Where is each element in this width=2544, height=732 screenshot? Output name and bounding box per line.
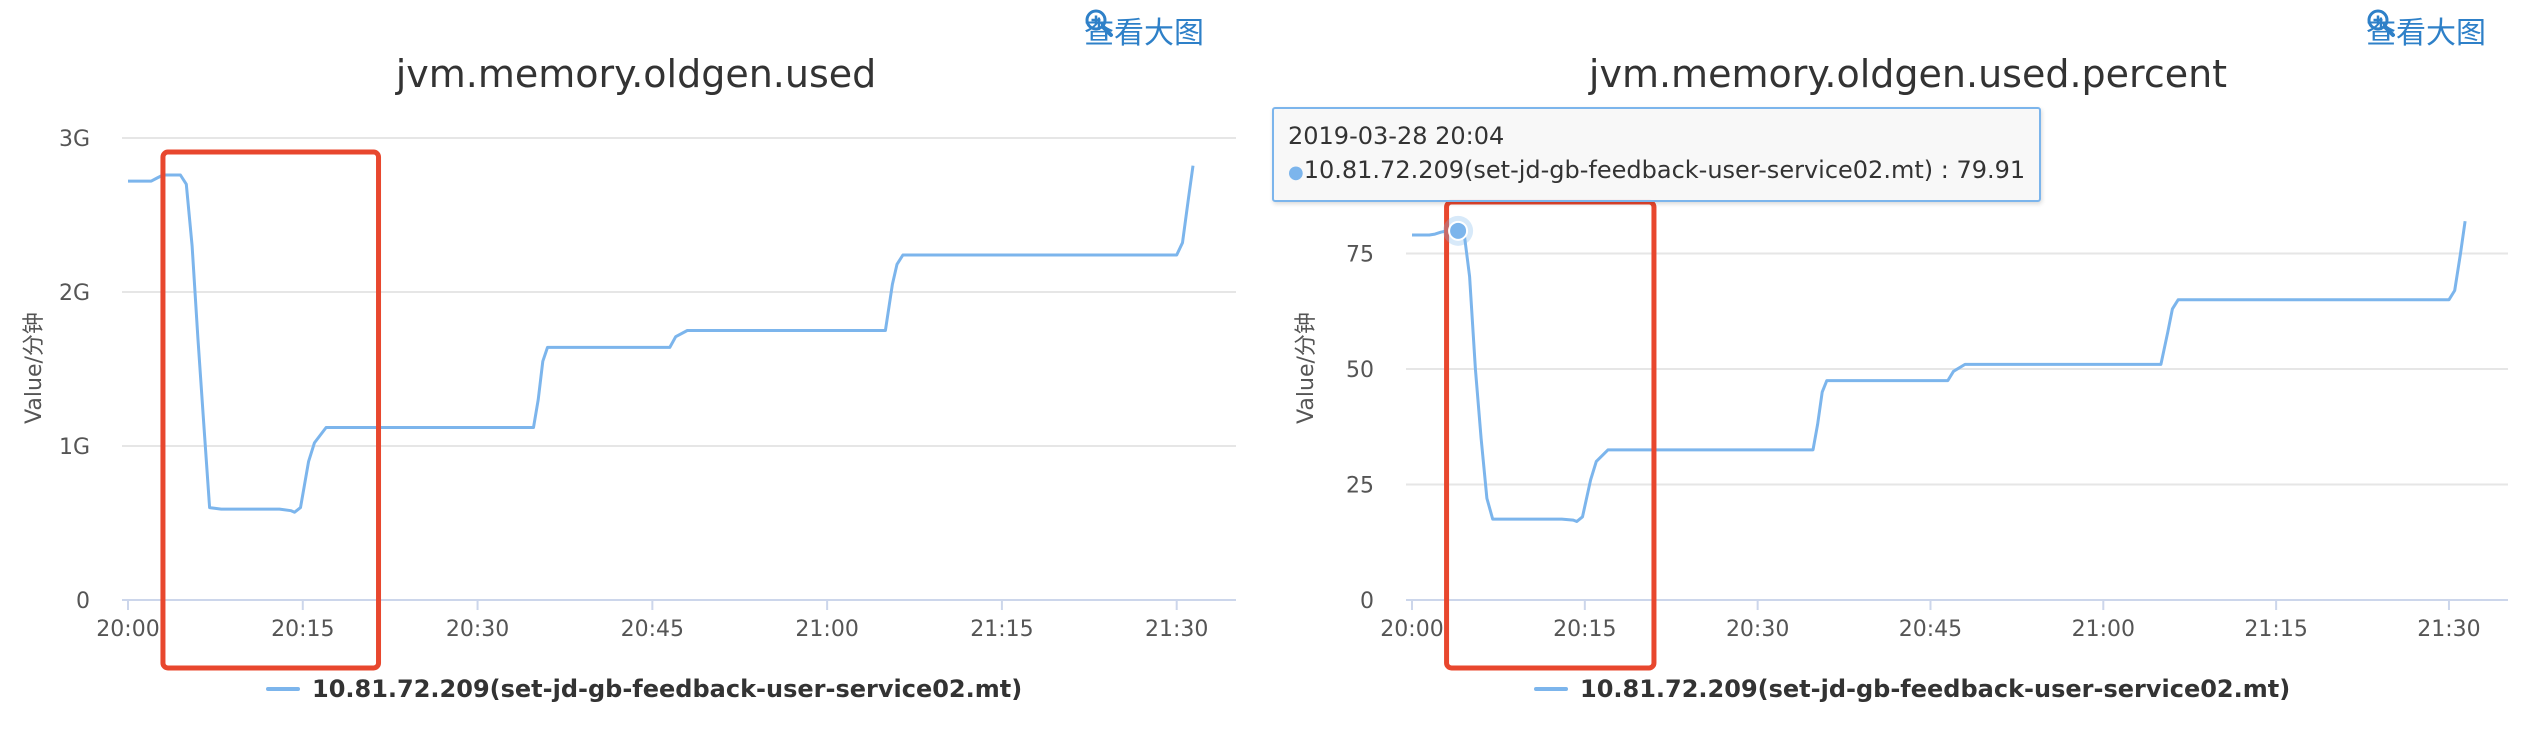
y-tick-label: 0 xyxy=(76,589,90,614)
legend-label: 10.81.72.209(set-jd-gb-feedback-user-ser… xyxy=(312,675,1023,703)
series-line xyxy=(128,165,1195,514)
legend-item[interactable]: 10.81.72.209(set-jd-gb-feedback-user-ser… xyxy=(266,675,1022,703)
x-tick-label: 20:45 xyxy=(621,617,684,642)
hover-marker xyxy=(1448,220,1469,241)
x-tick-label: 20:15 xyxy=(1553,617,1616,642)
y-tick-label: 3G xyxy=(59,127,90,152)
highlight-box xyxy=(160,149,382,671)
x-tick-label: 21:30 xyxy=(1145,617,1208,642)
y-tick-label: 75 xyxy=(1346,243,1374,268)
chart-title: jvm.memory.oldgen.used.percent xyxy=(1588,52,2228,96)
view-large-button[interactable]: 查看大图 xyxy=(1084,8,1204,52)
y-tick-label: 25 xyxy=(1346,474,1374,499)
x-tick-label: 21:00 xyxy=(2072,617,2135,642)
x-tick-label: 20:15 xyxy=(271,617,334,642)
series-line xyxy=(1412,220,2467,523)
highlight-box xyxy=(1444,199,1657,671)
y-tick-label: 0 xyxy=(1360,589,1374,614)
zoom-in-icon xyxy=(1085,9,1113,37)
x-tick-label: 20:30 xyxy=(1726,617,1789,642)
x-tick-label: 21:00 xyxy=(795,617,858,642)
legend-item[interactable]: 10.81.72.209(set-jd-gb-feedback-user-ser… xyxy=(1534,675,2290,703)
view-large-button[interactable]: 查看大图 xyxy=(2366,8,2486,52)
tooltip-series-dot: ● xyxy=(1288,162,1304,183)
memory-used-chart-panel: 查看大图 jvm.memory.oldgen.used Value/分钟 0 1G… xyxy=(22,8,1236,703)
tooltip-series-value: 10.81.72.209(set-jd-gb-feedback-user-ser… xyxy=(1303,156,2026,184)
y-tick-label: 50 xyxy=(1346,358,1374,383)
chart-title: jvm.memory.oldgen.used xyxy=(395,52,877,96)
legend-swatch xyxy=(1534,687,1568,691)
chart-plot: 0 1G 2G 3G 20:00 20:15 20:30 20:45 21:00 21:15 21:… xyxy=(59,127,1236,671)
x-tick-label: 20:45 xyxy=(1899,617,1962,642)
zoom-in-icon xyxy=(2367,9,2395,37)
legend-label: 10.81.72.209(set-jd-gb-feedback-user-ser… xyxy=(1580,675,2291,703)
hover-tooltip: 2019-03-28 20:04 ●10.81.72.209(set-jd-gb… xyxy=(1272,107,2042,202)
x-tick-label: 21:15 xyxy=(2244,617,2307,642)
x-tick-label: 21:15 xyxy=(970,617,1033,642)
legend-swatch xyxy=(266,687,300,691)
x-tick-label: 20:00 xyxy=(1380,617,1443,642)
memory-used-percent-chart-panel: 查看大图 jvm.memory.oldgen.used.percent Valu… xyxy=(1272,0,2544,732)
y-tick-label: 1G xyxy=(59,435,90,460)
tooltip-time: 2019-03-28 20:04 xyxy=(1288,122,1505,150)
chart-plot: 0 25 50 75 20:00 20:15 20:30 20:45 21:00 21:15 21:… xyxy=(1346,199,2508,671)
x-tick-label: 21:30 xyxy=(2417,617,2480,642)
y-tick-label: 2G xyxy=(59,281,90,306)
x-tick-label: 20:00 xyxy=(96,617,159,642)
x-tick-label: 20:30 xyxy=(446,617,509,642)
